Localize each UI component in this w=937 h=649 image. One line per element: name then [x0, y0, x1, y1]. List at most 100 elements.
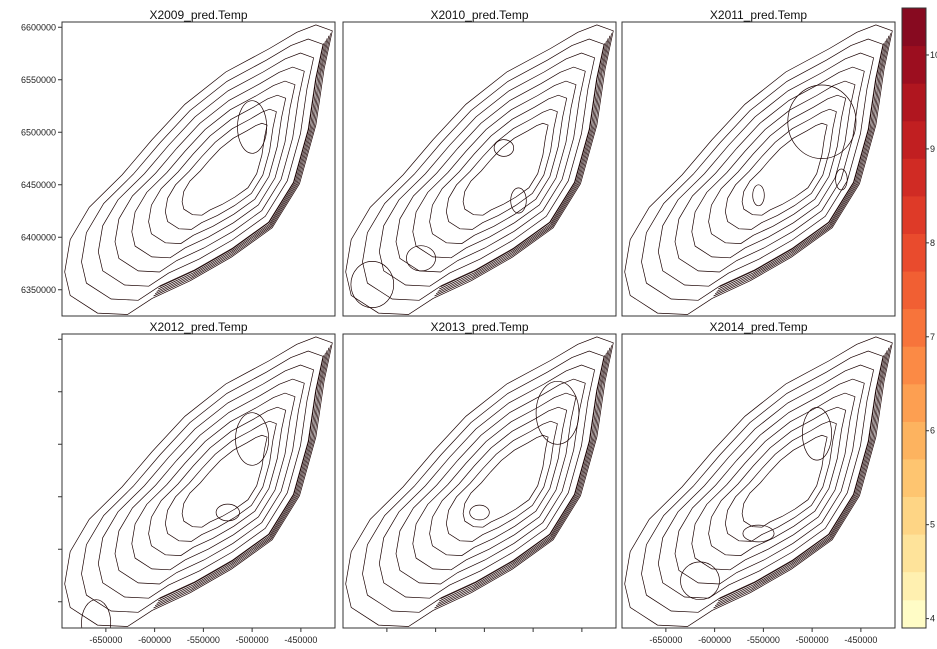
- temperature-band: [412, 392, 577, 571]
- hot-spot: [752, 184, 765, 207]
- temperature-band: [674, 378, 865, 585]
- contour-line: [439, 352, 607, 602]
- contour-line: [440, 355, 606, 600]
- panel-1: X2009_pred.Temp: [61, 8, 336, 317]
- y-tick-label: 6600000: [21, 22, 56, 32]
- panel-title: X2010_pred.Temp: [430, 8, 528, 22]
- panel-title: X2012_pred.Temp: [149, 320, 247, 334]
- contour-line: [434, 33, 612, 297]
- panel-frame: [61, 21, 336, 317]
- hot-spot: [81, 599, 112, 628]
- contour-line: [435, 35, 611, 295]
- temperature-band: [724, 420, 837, 542]
- contour-line: [159, 355, 325, 600]
- temperature-band: [624, 24, 893, 315]
- temperature-band: [429, 406, 568, 556]
- temperature-band: [674, 66, 865, 273]
- contour-line: [159, 43, 325, 288]
- colorbar-swatch: [902, 534, 926, 573]
- colorbar-swatch: [902, 599, 926, 629]
- temperature-band: [691, 80, 856, 259]
- contour-line: [437, 350, 609, 604]
- temperature-band: [657, 52, 875, 287]
- temperature-band: [395, 378, 586, 585]
- hot-spot: [802, 407, 832, 461]
- x-tick-label: -500000: [236, 635, 269, 645]
- colorbar-swatch: [902, 8, 926, 47]
- x-tick-label: -450000: [284, 635, 317, 645]
- temperature-band: [64, 336, 333, 627]
- colorbar-swatch: [902, 458, 926, 497]
- contour-line: [713, 345, 891, 609]
- panel-4: X2012_pred.Temp: [61, 320, 336, 629]
- colorbar-swatch: [902, 233, 926, 272]
- contour-line: [154, 35, 330, 295]
- temperature-band: [462, 122, 549, 216]
- temperature-band: [181, 122, 268, 216]
- y-tick-label: 6500000: [21, 127, 56, 137]
- hot-spot: [742, 524, 775, 543]
- colorbar-swatch: [902, 83, 926, 122]
- temperature-band: [345, 24, 614, 315]
- x-tick-label: -600000: [138, 635, 171, 645]
- panel-frame: [621, 333, 896, 629]
- temperature-band: [378, 364, 596, 599]
- colorbar-swatch: [902, 383, 926, 422]
- temperature-band: [378, 52, 596, 287]
- temperature-band: [362, 350, 605, 613]
- temperature-band: [445, 420, 558, 542]
- contour-line: [153, 345, 331, 609]
- temperature-band: [164, 108, 277, 230]
- colorbar-tick-label: 9: [930, 144, 935, 154]
- colorbar-swatch: [902, 158, 926, 197]
- y-tick-label: 6350000: [21, 285, 56, 295]
- hot-spot: [493, 139, 515, 157]
- x-tick-label: -450000: [844, 635, 877, 645]
- contour-line: [154, 347, 330, 607]
- panel-title: X2011_pred.Temp: [710, 8, 808, 22]
- temperature-band: [741, 434, 828, 528]
- hot-spot: [237, 100, 268, 154]
- panel-frame: [621, 21, 896, 317]
- temperature-band: [164, 420, 277, 542]
- temperature-band: [445, 108, 558, 230]
- hot-spot: [787, 84, 857, 159]
- y-tick-label: 6550000: [21, 75, 56, 85]
- contour-line: [158, 352, 326, 602]
- contour-line: [156, 38, 328, 292]
- hot-spot: [406, 245, 436, 272]
- temperature-band: [691, 392, 856, 571]
- contour-line: [719, 355, 885, 600]
- panel-6: X2014_pred.Temp: [621, 320, 896, 629]
- temperature-band: [412, 80, 577, 259]
- contour-line: [158, 40, 326, 290]
- temperature-band: [641, 350, 884, 613]
- panel-title: X2014_pred.Temp: [709, 320, 807, 334]
- temperature-band: [148, 94, 287, 244]
- contour-line: [437, 38, 609, 292]
- contour-line: [435, 347, 611, 607]
- colorbar-swatch: [902, 571, 926, 601]
- hot-spot: [680, 561, 720, 601]
- panel-3: X2011_pred.Temp: [621, 8, 896, 317]
- colorbar-swatch: [902, 271, 926, 310]
- temperature-band: [708, 94, 847, 244]
- temperature-band: [345, 336, 614, 627]
- x-tick-label: -500000: [796, 635, 829, 645]
- panel-frame: [61, 333, 336, 629]
- temperature-band: [724, 108, 837, 230]
- colorbar-tick-label: 8: [930, 238, 935, 248]
- temperature-band: [641, 38, 884, 301]
- temperature-band: [395, 66, 586, 273]
- temperature-band: [97, 364, 315, 599]
- temperature-band: [708, 406, 847, 556]
- panel-5: X2013_pred.Temp: [342, 320, 617, 629]
- y-axis: 6350000 6400000 6450000 6500000 6550000 66000…: [21, 22, 62, 603]
- temperature-band: [131, 80, 296, 259]
- hot-spot: [215, 503, 240, 522]
- colorbar-swatch: [902, 308, 926, 347]
- y-tick-label: 6400000: [21, 232, 56, 242]
- x-tick-label: -650000: [649, 635, 682, 645]
- colorbar-swatch: [902, 346, 926, 385]
- panel-frame: [342, 21, 617, 317]
